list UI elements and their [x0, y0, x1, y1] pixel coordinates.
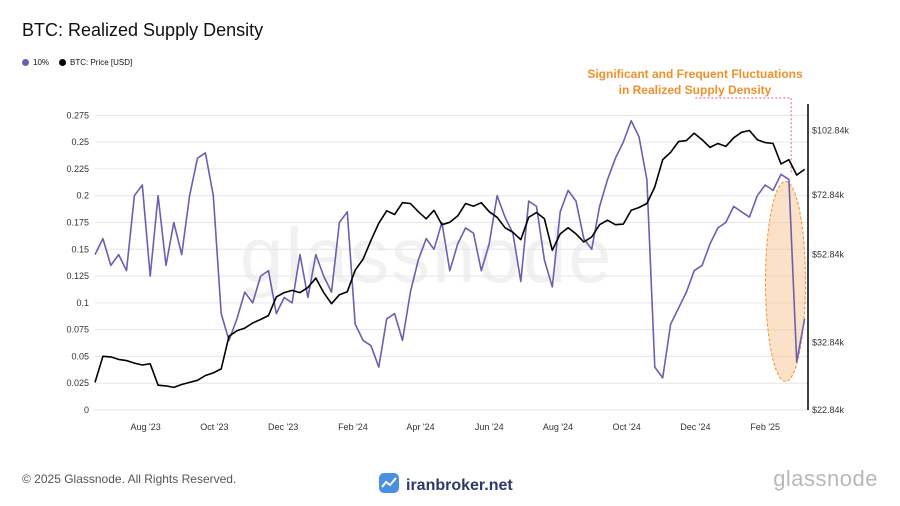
- y-left-tick-label: 0.1: [76, 298, 89, 308]
- legend-dot-density: [22, 59, 29, 66]
- legend-item-density[interactable]: 10%: [22, 58, 49, 67]
- y-left-tick-label: 0.025: [66, 378, 89, 388]
- y-left-tick-label: 0.175: [66, 218, 89, 228]
- fluctuation-annotation: Significant and Frequent Fluctuations in…: [560, 66, 830, 98]
- legend-item-price[interactable]: BTC: Price [USD]: [59, 58, 132, 67]
- y-left-tick-label: 0.225: [66, 164, 89, 174]
- y-right-tick-label: $22.84k: [812, 405, 845, 415]
- annotation-connector: [695, 97, 792, 175]
- x-tick-label: Dec '24: [680, 422, 710, 432]
- brand-text: iranbroker.net: [406, 476, 513, 494]
- x-tick-label: Aug '24: [543, 422, 573, 432]
- brand-logo-icon: [378, 472, 400, 499]
- y-left-tick-label: 0.2: [76, 191, 89, 201]
- x-tick-label: Oct '23: [200, 422, 228, 432]
- legend-dot-price: [59, 59, 67, 66]
- watermark: glassnode: [240, 211, 614, 299]
- annotation-line-1: Significant and Frequent Fluctuations: [587, 67, 803, 81]
- x-tick-label: Feb '25: [750, 422, 780, 432]
- x-tick-label: Oct '24: [613, 422, 641, 432]
- legend: 10% BTC: Price [USD]: [22, 58, 132, 67]
- highlight-ellipse: [764, 180, 806, 382]
- y-right-tick-label: $52.84k: [812, 249, 845, 259]
- x-tick-label: Jun '24: [475, 422, 504, 432]
- price-series-line: [94, 129, 806, 389]
- x-tick-label: Dec '23: [268, 422, 298, 432]
- y-left-tick-label: 0.075: [66, 325, 89, 335]
- y-left-tick-label: 0: [84, 405, 89, 415]
- y-right-tick-label: $32.84k: [812, 338, 845, 348]
- density-series-line: [94, 119, 806, 379]
- copyright-text: © 2025 Glassnode. All Rights Reserved.: [22, 472, 237, 486]
- chart-title: BTC: Realized Supply Density: [22, 20, 264, 40]
- y-right-tick-label: $102.84k: [812, 126, 850, 136]
- brand[interactable]: iranbroker.net: [378, 472, 513, 499]
- y-right-tick-label: $72.84k: [812, 190, 845, 200]
- x-tick-label: Apr '24: [406, 422, 434, 432]
- y-left-tick-label: 0.275: [66, 110, 89, 120]
- y-left-tick-label: 0.125: [66, 271, 89, 281]
- y-left-tick-label: 0.15: [71, 244, 89, 254]
- x-tick-label: Feb '24: [338, 422, 368, 432]
- annotation-line-2: in Realized Supply Density: [618, 83, 772, 97]
- legend-label-price: BTC: Price [USD]: [70, 58, 133, 67]
- glassnode-logo: glassnode: [773, 466, 878, 491]
- x-tick-label: Aug '23: [131, 422, 161, 432]
- y-left-tick-label: 0.25: [71, 137, 89, 147]
- y-left-tick-label: 0.05: [71, 351, 89, 361]
- legend-label-density: 10%: [33, 58, 50, 67]
